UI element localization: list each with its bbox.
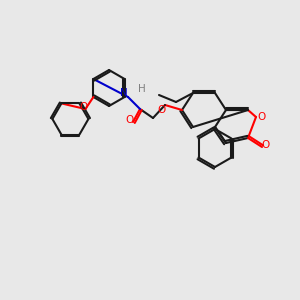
- Text: H: H: [138, 84, 146, 94]
- Text: O: O: [157, 105, 165, 115]
- Text: O: O: [79, 102, 88, 112]
- Text: N: N: [120, 88, 128, 98]
- Text: O: O: [125, 115, 133, 125]
- Text: O: O: [262, 140, 270, 150]
- Text: O: O: [257, 112, 265, 122]
